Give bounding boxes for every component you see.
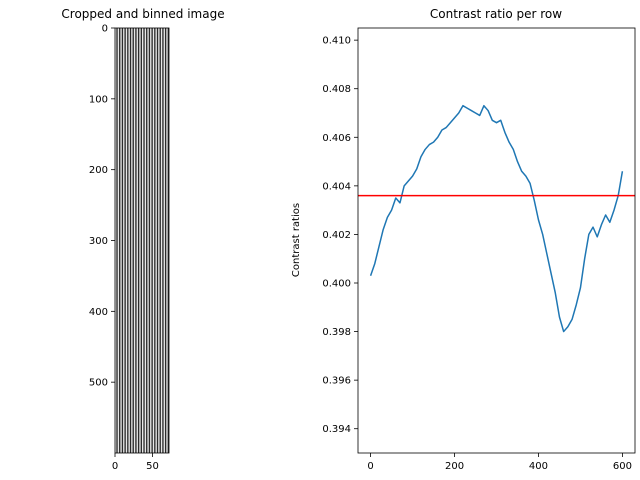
image-stripe xyxy=(129,28,132,453)
image-panel-title: Cropped and binned image xyxy=(61,7,224,21)
line-y-tick-label: 0.402 xyxy=(322,230,351,241)
image-stripe xyxy=(154,28,156,453)
y-axis-label: Contrast ratios xyxy=(291,203,302,277)
line-y-tick-label: 0.406 xyxy=(322,133,351,144)
line-x-ticks: 0 200 400 600 xyxy=(367,453,632,472)
line-y-tick-label: 0.408 xyxy=(322,84,351,95)
image-x-ticks: 0 50 xyxy=(112,453,159,472)
contrast-ratio-line xyxy=(369,104,624,333)
image-x-tick-label: 50 xyxy=(146,461,159,472)
image-stripes xyxy=(115,28,169,453)
image-panel: Cropped and binned image 0 100 200 300 400 50… xyxy=(61,7,224,472)
line-y-tick-label: 0.394 xyxy=(322,424,351,435)
image-y-tick-label: 200 xyxy=(89,165,108,176)
image-stripe xyxy=(146,28,148,453)
image-stripe xyxy=(164,28,167,453)
image-stripe xyxy=(159,28,161,453)
image-stripe xyxy=(121,28,124,453)
image-stripe xyxy=(127,28,129,453)
line-y-ticks: 0.394 0.396 0.398 0.400 0.402 0.404 0.406 0.408… xyxy=(322,36,358,435)
image-stripe xyxy=(137,28,140,453)
line-panel-title: Contrast ratio per row xyxy=(430,7,562,21)
line-x-tick-label: 0 xyxy=(367,461,373,472)
image-stripe xyxy=(143,28,145,453)
image-y-tick-label: 100 xyxy=(89,94,108,105)
image-stripe xyxy=(148,28,151,453)
image-stripe xyxy=(151,28,153,453)
line-y-tick-label: 0.404 xyxy=(322,181,351,192)
line-series-group xyxy=(358,104,635,333)
image-stripe xyxy=(116,28,118,453)
line-frame xyxy=(357,27,636,454)
image-y-tick-label: 300 xyxy=(89,236,108,247)
image-stripe xyxy=(119,28,121,453)
image-stripe xyxy=(124,28,126,453)
line-y-tick-label: 0.396 xyxy=(322,376,351,387)
image-stripe xyxy=(162,28,164,453)
line-x-tick-label: 200 xyxy=(445,461,464,472)
image-stripe xyxy=(156,28,159,453)
line-x-tick-label: 400 xyxy=(529,461,548,472)
image-stripe xyxy=(167,28,169,453)
image-y-tick-label: 0 xyxy=(102,24,108,35)
line-y-tick-label: 0.410 xyxy=(322,36,351,47)
image-stripe xyxy=(135,28,137,453)
image-stripe xyxy=(132,28,134,453)
image-stripe xyxy=(140,28,142,453)
image-y-ticks: 0 100 200 300 400 500 xyxy=(89,24,115,389)
line-y-tick-label: 0.398 xyxy=(322,327,351,338)
image-y-tick-label: 400 xyxy=(89,307,108,318)
line-y-tick-label: 0.400 xyxy=(322,279,351,290)
line-panel: Contrast ratio per row Contrast ratios 0… xyxy=(291,7,636,472)
image-y-tick-label: 500 xyxy=(89,378,108,389)
image-x-tick-label: 0 xyxy=(112,461,118,472)
line-x-tick-label: 600 xyxy=(613,461,632,472)
